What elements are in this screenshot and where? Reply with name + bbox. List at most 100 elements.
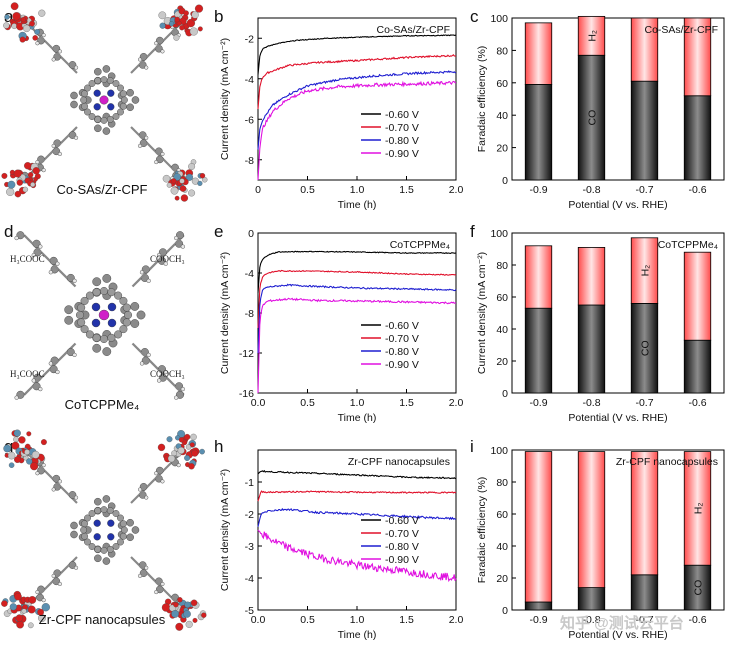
oxygen-atom bbox=[19, 36, 26, 43]
carbon-atom bbox=[114, 330, 123, 339]
carbon-atom bbox=[126, 518, 134, 527]
carbon-atom bbox=[106, 115, 114, 123]
molecule-caption: Zr-CPF nanocapsules bbox=[39, 612, 166, 627]
carbon-atom bbox=[49, 365, 58, 374]
carbon-atom bbox=[107, 333, 116, 342]
molecule-panel: d H₃COOC COOCH₃ H₃COOC COOCH₃ CoTCPPMe₄ bbox=[4, 222, 185, 412]
hydrogen-atom bbox=[51, 487, 56, 492]
atom bbox=[166, 182, 172, 188]
oxygen-atom bbox=[173, 602, 179, 608]
x-tick-label: 0.5 bbox=[300, 614, 315, 626]
carbon-atom bbox=[64, 315, 74, 325]
carbon-atom bbox=[126, 88, 134, 97]
h2-bar bbox=[683, 251, 712, 341]
co-bar bbox=[630, 574, 659, 611]
y-tick-label: 20 bbox=[496, 356, 508, 368]
bond bbox=[130, 126, 140, 136]
carbon-atom bbox=[92, 277, 102, 287]
bond bbox=[165, 376, 177, 388]
nitrogen-atom bbox=[107, 302, 117, 312]
carbon-atom bbox=[80, 96, 88, 104]
oxygen-atom bbox=[26, 431, 32, 437]
hydrogen-atom bbox=[38, 387, 43, 392]
y-axis-label: Faradaic efficiency (%) bbox=[476, 46, 488, 153]
x-tick-label: 0.0 bbox=[251, 397, 266, 409]
bond bbox=[60, 134, 70, 144]
oxygen-atom bbox=[189, 442, 195, 448]
atom bbox=[179, 178, 185, 184]
x-tick-label: -0.8 bbox=[582, 184, 600, 196]
x-tick-label: -0.9 bbox=[529, 614, 547, 626]
carbon-atom bbox=[80, 296, 89, 305]
oxygen-atom bbox=[161, 603, 171, 612]
x-axis-label: Potential (V vs. RHE) bbox=[568, 199, 667, 211]
hydrogen-atom bbox=[57, 479, 62, 484]
hydrogen-atom bbox=[144, 565, 149, 570]
atom bbox=[7, 451, 16, 460]
hydrogen-atom bbox=[41, 463, 46, 468]
carbon-atom bbox=[175, 231, 184, 240]
oxygen-atom bbox=[186, 18, 196, 28]
nitrogen-atom bbox=[91, 302, 101, 312]
nitrogen-atom bbox=[107, 519, 115, 527]
carbon-atom bbox=[102, 495, 111, 503]
carbon-atom bbox=[114, 291, 123, 300]
hydrogen-atom bbox=[35, 590, 40, 595]
x-tick-label: -0.9 bbox=[529, 397, 547, 409]
x-tick-label: 1.5 bbox=[399, 184, 414, 196]
hydrogen-atom bbox=[176, 463, 181, 468]
panel-letter: f bbox=[470, 222, 475, 241]
carbon-atom bbox=[84, 538, 91, 546]
atom bbox=[185, 173, 194, 181]
oxygen-atom bbox=[33, 176, 38, 182]
oxygen-atom bbox=[194, 4, 204, 13]
phenyl-arm bbox=[1, 126, 79, 198]
oxygen-atom bbox=[24, 162, 32, 170]
oxygen-atom bbox=[178, 437, 185, 443]
carbon-atom bbox=[92, 333, 101, 342]
oxygen-atom bbox=[157, 443, 166, 452]
h2-label: H₂ bbox=[693, 503, 705, 515]
bond bbox=[162, 31, 173, 42]
carbon-atom bbox=[119, 325, 128, 334]
bond bbox=[23, 234, 34, 245]
current-density-chart: e 0.0 0.5 1.0 1.5 2.0 -16 -12 -8 -4 0 Time (h) Curre… bbox=[214, 222, 463, 424]
atom bbox=[197, 180, 203, 186]
hydrogen-atom bbox=[174, 235, 179, 241]
plot-frame bbox=[511, 232, 725, 394]
oxygen-atom bbox=[197, 26, 203, 32]
atom bbox=[27, 622, 34, 629]
cobalt-atom bbox=[99, 95, 109, 105]
carbon-atom bbox=[85, 330, 94, 339]
cobalt-atom bbox=[98, 309, 110, 321]
h2-bar bbox=[630, 451, 659, 576]
y-tick-label: 40 bbox=[496, 324, 508, 336]
oxygen-atom bbox=[28, 596, 37, 604]
oxygen-atom bbox=[29, 20, 35, 27]
hydrogen-atom bbox=[174, 395, 179, 400]
carbon-atom bbox=[77, 303, 86, 312]
carbon-atom bbox=[80, 325, 89, 334]
phenyl-arm bbox=[14, 231, 77, 288]
carbon-atom bbox=[122, 318, 131, 327]
x-tick-label: 1.0 bbox=[350, 614, 365, 626]
zr-oxo-cluster bbox=[162, 159, 208, 202]
carbon-atom bbox=[70, 530, 78, 539]
hydrogen-atom bbox=[55, 369, 60, 375]
bond bbox=[148, 359, 159, 370]
atom bbox=[166, 436, 173, 443]
hydrogen-atom bbox=[35, 471, 40, 476]
bond bbox=[130, 556, 140, 566]
co-label: CO bbox=[693, 580, 705, 596]
hydrogen-atom bbox=[14, 395, 19, 400]
porphyrin-core bbox=[64, 274, 146, 356]
atom bbox=[7, 180, 16, 189]
h2-bar bbox=[577, 451, 606, 589]
carbon-atom bbox=[16, 231, 25, 240]
carbon-atom bbox=[117, 514, 124, 522]
y-tick-label: 20 bbox=[496, 573, 508, 585]
atom bbox=[11, 23, 18, 29]
atom bbox=[26, 458, 33, 465]
watermark-text: 知乎 @测试云平台 bbox=[560, 614, 684, 632]
bond bbox=[23, 385, 34, 396]
